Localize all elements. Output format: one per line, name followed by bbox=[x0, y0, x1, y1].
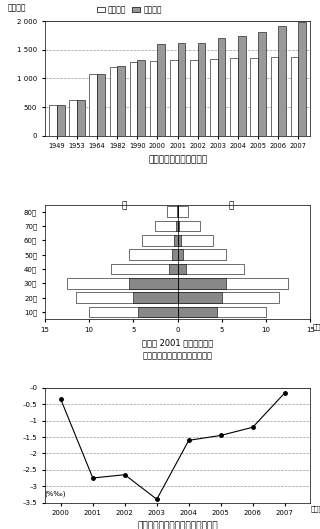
Bar bbox=[176, 221, 178, 231]
Bar bbox=[49, 105, 57, 136]
Bar bbox=[230, 58, 238, 136]
Bar bbox=[142, 235, 178, 246]
Bar bbox=[172, 249, 178, 260]
Bar bbox=[157, 43, 165, 136]
Bar bbox=[67, 278, 178, 289]
Bar bbox=[251, 58, 258, 136]
Bar bbox=[169, 263, 178, 275]
Bar bbox=[278, 26, 286, 136]
Bar bbox=[133, 293, 178, 303]
Bar bbox=[138, 307, 178, 317]
Bar bbox=[90, 74, 97, 136]
Bar bbox=[178, 263, 244, 275]
Bar bbox=[258, 32, 266, 136]
X-axis label: 上海市部分年份人口数量: 上海市部分年份人口数量 bbox=[148, 155, 207, 164]
Bar bbox=[178, 221, 200, 231]
Bar bbox=[89, 307, 178, 317]
Text: 女: 女 bbox=[228, 202, 233, 211]
Text: (%‰): (%‰) bbox=[45, 490, 66, 497]
Text: （万人）: （万人） bbox=[8, 3, 26, 12]
Bar bbox=[178, 278, 288, 289]
Bar bbox=[178, 278, 226, 289]
Legend: 户籍人口, 常住人口: 户籍人口, 常住人口 bbox=[96, 4, 163, 15]
X-axis label: 上海市 2001 年人口金字塔
（灰色部分表示外来人口比重）: 上海市 2001 年人口金字塔 （灰色部分表示外来人口比重） bbox=[142, 339, 213, 361]
Bar bbox=[130, 62, 137, 136]
Bar bbox=[178, 235, 181, 246]
Bar bbox=[170, 60, 178, 136]
Bar bbox=[69, 99, 77, 136]
Bar bbox=[178, 263, 187, 275]
Bar bbox=[57, 105, 65, 136]
Bar bbox=[178, 221, 180, 231]
Bar bbox=[178, 43, 185, 136]
Bar bbox=[76, 293, 178, 303]
Bar bbox=[178, 249, 226, 260]
Bar bbox=[210, 59, 218, 136]
Bar bbox=[270, 57, 278, 136]
Text: （年）: （年） bbox=[310, 506, 320, 513]
Bar bbox=[291, 57, 298, 136]
Bar bbox=[109, 67, 117, 136]
Bar bbox=[178, 307, 266, 317]
Bar bbox=[218, 38, 226, 136]
Bar bbox=[178, 307, 218, 317]
Bar bbox=[77, 99, 84, 136]
Text: 男: 男 bbox=[122, 202, 127, 211]
Bar bbox=[137, 60, 145, 136]
Bar bbox=[177, 206, 178, 217]
Bar bbox=[178, 206, 179, 217]
Bar bbox=[178, 293, 222, 303]
Bar bbox=[198, 43, 205, 136]
X-axis label: 上海市近年来户籍人口自然增长率: 上海市近年来户籍人口自然增长率 bbox=[137, 522, 218, 529]
Bar bbox=[150, 61, 157, 136]
Bar bbox=[167, 206, 178, 217]
Bar bbox=[298, 22, 306, 136]
Bar bbox=[178, 235, 213, 246]
Bar bbox=[190, 60, 198, 136]
Bar bbox=[156, 221, 178, 231]
Text: （万人）: （万人） bbox=[312, 323, 320, 330]
Bar bbox=[178, 249, 183, 260]
Bar bbox=[129, 249, 178, 260]
Bar bbox=[111, 263, 178, 275]
Bar bbox=[178, 206, 188, 217]
Bar bbox=[178, 293, 279, 303]
Bar bbox=[174, 235, 178, 246]
Bar bbox=[238, 36, 246, 136]
Bar bbox=[129, 278, 178, 289]
Bar bbox=[97, 74, 105, 136]
Bar bbox=[117, 66, 125, 136]
